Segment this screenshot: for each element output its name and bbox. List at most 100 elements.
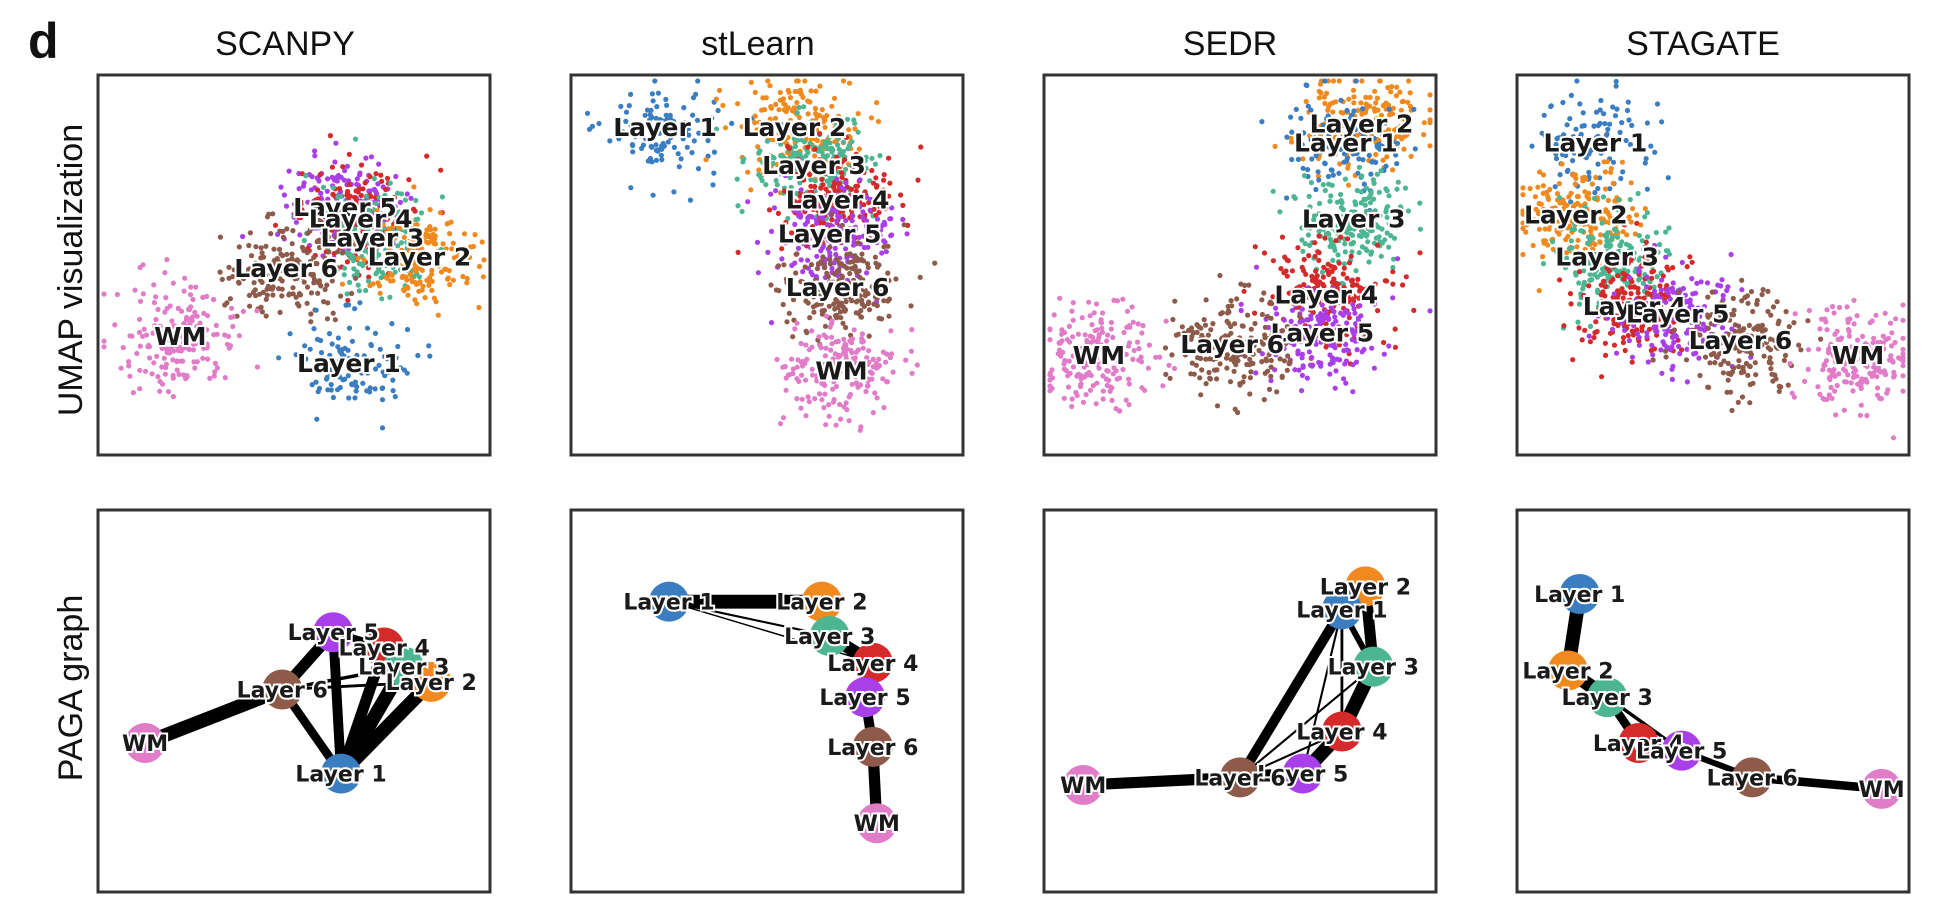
umap-cell-point <box>1884 390 1890 396</box>
umap-cell-point <box>323 267 329 273</box>
umap-cell-point <box>1836 371 1842 377</box>
umap-cell-point <box>766 207 773 213</box>
umap-cell-point <box>476 304 482 311</box>
umap-cell-point <box>1520 251 1526 258</box>
umap-cell-point <box>398 191 405 197</box>
umap-cell-point <box>1327 352 1333 358</box>
umap-cell-point <box>337 225 343 231</box>
umap-cell-point <box>335 172 342 179</box>
umap-cell-point <box>1658 347 1664 353</box>
umap-cell-point <box>334 264 340 271</box>
umap-cell-point <box>1417 200 1423 206</box>
umap-cell-point <box>349 290 355 297</box>
umap-cell-point <box>330 394 336 401</box>
umap-cell-point <box>1798 347 1804 353</box>
umap-cell-point <box>324 188 330 194</box>
umap-cell-point <box>872 254 879 260</box>
umap-cell-point <box>1587 271 1593 277</box>
umap-cell-point <box>813 302 819 308</box>
umap-cell-point <box>773 101 779 107</box>
umap-cell-point <box>1614 350 1620 356</box>
umap-cell-point <box>1627 196 1633 203</box>
umap-cell-point <box>417 231 424 237</box>
umap-cell-point <box>276 286 282 292</box>
umap-cell-point <box>864 261 871 267</box>
umap-cell-point <box>756 167 762 173</box>
umap-cell-point <box>900 216 906 223</box>
cluster-label-layer-3: Layer 3 <box>1302 204 1406 233</box>
umap-cell-point <box>353 212 359 218</box>
umap-cell-point <box>308 319 314 325</box>
umap-cell-point <box>1390 167 1396 173</box>
umap-cell-point <box>162 270 168 276</box>
umap-cell-point <box>286 291 293 297</box>
umap-cell-point <box>140 291 146 297</box>
umap-cell-point <box>1360 157 1366 163</box>
umap-cell-point <box>844 265 850 271</box>
umap-cell-point <box>1070 334 1076 340</box>
umap-cell-point <box>799 396 805 402</box>
umap-cell-point <box>1138 354 1144 360</box>
umap-cell-point <box>866 307 873 313</box>
umap-cell-point <box>1595 161 1601 167</box>
umap-cell-point <box>240 308 246 314</box>
umap-cell-point <box>1792 311 1798 317</box>
umap-cell-point <box>628 91 634 97</box>
umap-cell-point <box>1652 328 1658 334</box>
umap-cell-point <box>1648 143 1654 149</box>
umap-cell-point <box>365 265 372 271</box>
umap-cell-point <box>661 143 668 149</box>
umap-cell-point <box>263 313 269 319</box>
umap-cell-point <box>873 175 879 181</box>
umap-cell-point <box>418 210 425 216</box>
umap-cell-point <box>1613 78 1619 85</box>
umap-cell-point <box>1565 233 1571 239</box>
umap-cell-point <box>1599 374 1605 380</box>
umap-cell-point <box>422 231 428 237</box>
umap-cell-point <box>429 267 435 273</box>
umap-cell-point <box>1421 132 1427 138</box>
umap-cell-point <box>900 202 906 208</box>
umap-cell-point <box>1532 194 1538 200</box>
umap-cell-point <box>1321 264 1327 270</box>
umap-cell-point <box>1386 343 1392 349</box>
umap-cell-point <box>755 270 762 276</box>
umap-cell-point <box>794 320 800 326</box>
umap-cell-point <box>1058 353 1064 359</box>
umap-cell-point <box>794 396 800 402</box>
umap-cell-point <box>1377 78 1383 84</box>
umap-cell-point <box>716 87 723 93</box>
umap-cell-point <box>1540 183 1546 189</box>
umap-cell-point <box>1336 260 1342 266</box>
umap-cell-point <box>1283 268 1289 274</box>
umap-cell-point <box>284 226 290 232</box>
umap-cell-point <box>872 161 879 167</box>
umap-cell-point <box>372 236 378 242</box>
umap-cell-point <box>1661 342 1667 348</box>
umap-cell-point <box>253 244 259 250</box>
umap-cell-point <box>1867 320 1873 326</box>
umap-cell-point <box>1589 277 1595 283</box>
umap-cell-point <box>1644 274 1650 280</box>
umap-cell-point <box>302 343 308 349</box>
cluster-label-layer-4: Layer 4 <box>1274 280 1378 309</box>
umap-cell-point <box>1332 247 1338 253</box>
umap-cell-point <box>332 214 338 220</box>
umap-cell-point <box>440 252 446 258</box>
umap-cell-point <box>290 291 296 297</box>
umap-cell-point <box>1079 315 1085 321</box>
umap-cell-point <box>1061 366 1067 372</box>
umap-cell-point <box>304 300 310 306</box>
umap-cell-point <box>1390 295 1396 301</box>
umap-cell-point <box>1140 323 1146 329</box>
umap-cell-point <box>652 78 658 84</box>
umap-cell-point <box>1327 371 1333 377</box>
umap-cell-point <box>658 152 665 158</box>
umap-cell-point <box>258 245 264 251</box>
umap-cell-point <box>1333 238 1339 244</box>
umap-cell-point <box>748 79 754 85</box>
umap-cell-point <box>775 263 782 269</box>
umap-cell-point <box>346 181 352 187</box>
umap-cell-point <box>1096 332 1102 338</box>
umap-cell-point <box>1666 225 1672 231</box>
